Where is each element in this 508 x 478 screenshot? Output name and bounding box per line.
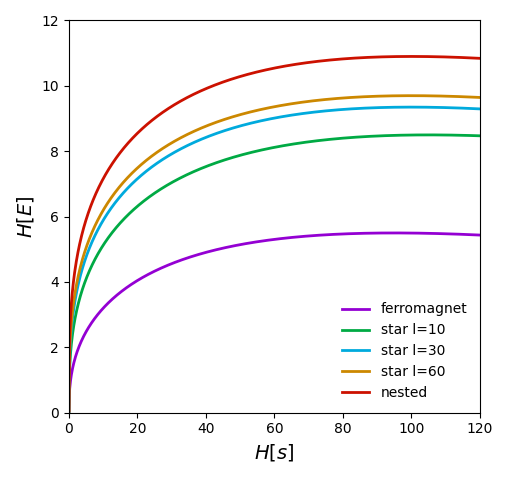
- star l=60: [232, 113, 238, 119]
- Y-axis label: $H[E]$: $H[E]$: [15, 196, 36, 238]
- X-axis label: $H[s]$: $H[s]$: [254, 442, 295, 463]
- star l=30: [394, 104, 400, 110]
- star l=10: [425, 132, 431, 138]
- ferromagnet: [247, 240, 253, 246]
- star l=30: [408, 104, 415, 110]
- star l=10: [108, 231, 114, 237]
- nested: [386, 54, 392, 60]
- ferromagnet: [232, 243, 238, 249]
- ferromagnet: [394, 230, 400, 236]
- star l=60: [66, 409, 72, 414]
- Line: star l=60: star l=60: [69, 96, 480, 412]
- star l=10: [66, 409, 72, 415]
- ferromagnet: [477, 232, 483, 238]
- star l=30: [232, 125, 238, 130]
- star l=10: [386, 133, 392, 139]
- Legend: ferromagnet, star l=10, star l=30, star l=60, nested: ferromagnet, star l=10, star l=30, star …: [336, 297, 473, 406]
- nested: [232, 75, 238, 81]
- ferromagnet: [348, 231, 354, 237]
- ferromagnet: [386, 230, 392, 236]
- ferromagnet: [391, 230, 397, 236]
- Line: star l=10: star l=10: [69, 135, 480, 412]
- star l=60: [108, 196, 114, 201]
- star l=60: [408, 93, 415, 98]
- star l=10: [247, 150, 253, 156]
- nested: [348, 55, 354, 61]
- Line: star l=30: star l=30: [69, 107, 480, 412]
- star l=10: [348, 135, 354, 141]
- star l=60: [386, 93, 392, 99]
- nested: [477, 55, 483, 61]
- star l=30: [66, 409, 72, 414]
- star l=30: [348, 106, 354, 112]
- star l=30: [477, 106, 483, 112]
- nested: [247, 71, 253, 76]
- nested: [66, 408, 72, 413]
- star l=30: [247, 120, 253, 126]
- ferromagnet: [108, 298, 114, 304]
- nested: [408, 54, 415, 59]
- star l=10: [477, 133, 483, 139]
- star l=10: [394, 132, 400, 138]
- star l=60: [247, 109, 253, 115]
- Line: ferromagnet: ferromagnet: [69, 233, 480, 413]
- star l=30: [386, 105, 392, 110]
- Line: nested: nested: [69, 56, 480, 411]
- star l=60: [348, 95, 354, 100]
- star l=60: [477, 95, 483, 100]
- ferromagnet: [66, 410, 72, 415]
- nested: [394, 54, 400, 59]
- star l=10: [232, 154, 238, 160]
- nested: [108, 163, 114, 169]
- star l=60: [394, 93, 400, 98]
- star l=30: [108, 206, 114, 211]
